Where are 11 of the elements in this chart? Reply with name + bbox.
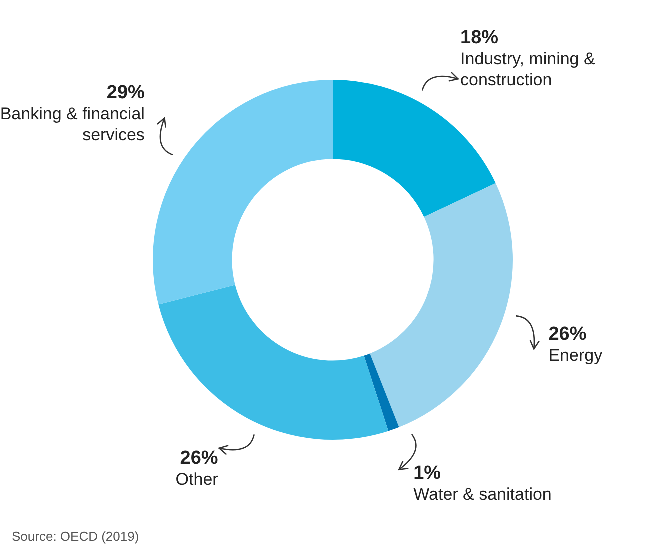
slice-label: Industry, mining & construction (460, 48, 596, 91)
data-label: 1% (414, 462, 442, 484)
data-label: 29% (106, 82, 145, 104)
slice-label: Banking & financial services (0, 104, 145, 146)
source-note: Source: OECD (2019) (12, 529, 140, 544)
data-label: 18% (460, 28, 500, 49)
data-label: 26% (179, 448, 218, 469)
slice-label: Other (176, 468, 218, 490)
slice-label: Water & sanitation (414, 484, 552, 505)
slice-label: Energy (548, 345, 603, 366)
data-label: 26% (548, 324, 588, 346)
